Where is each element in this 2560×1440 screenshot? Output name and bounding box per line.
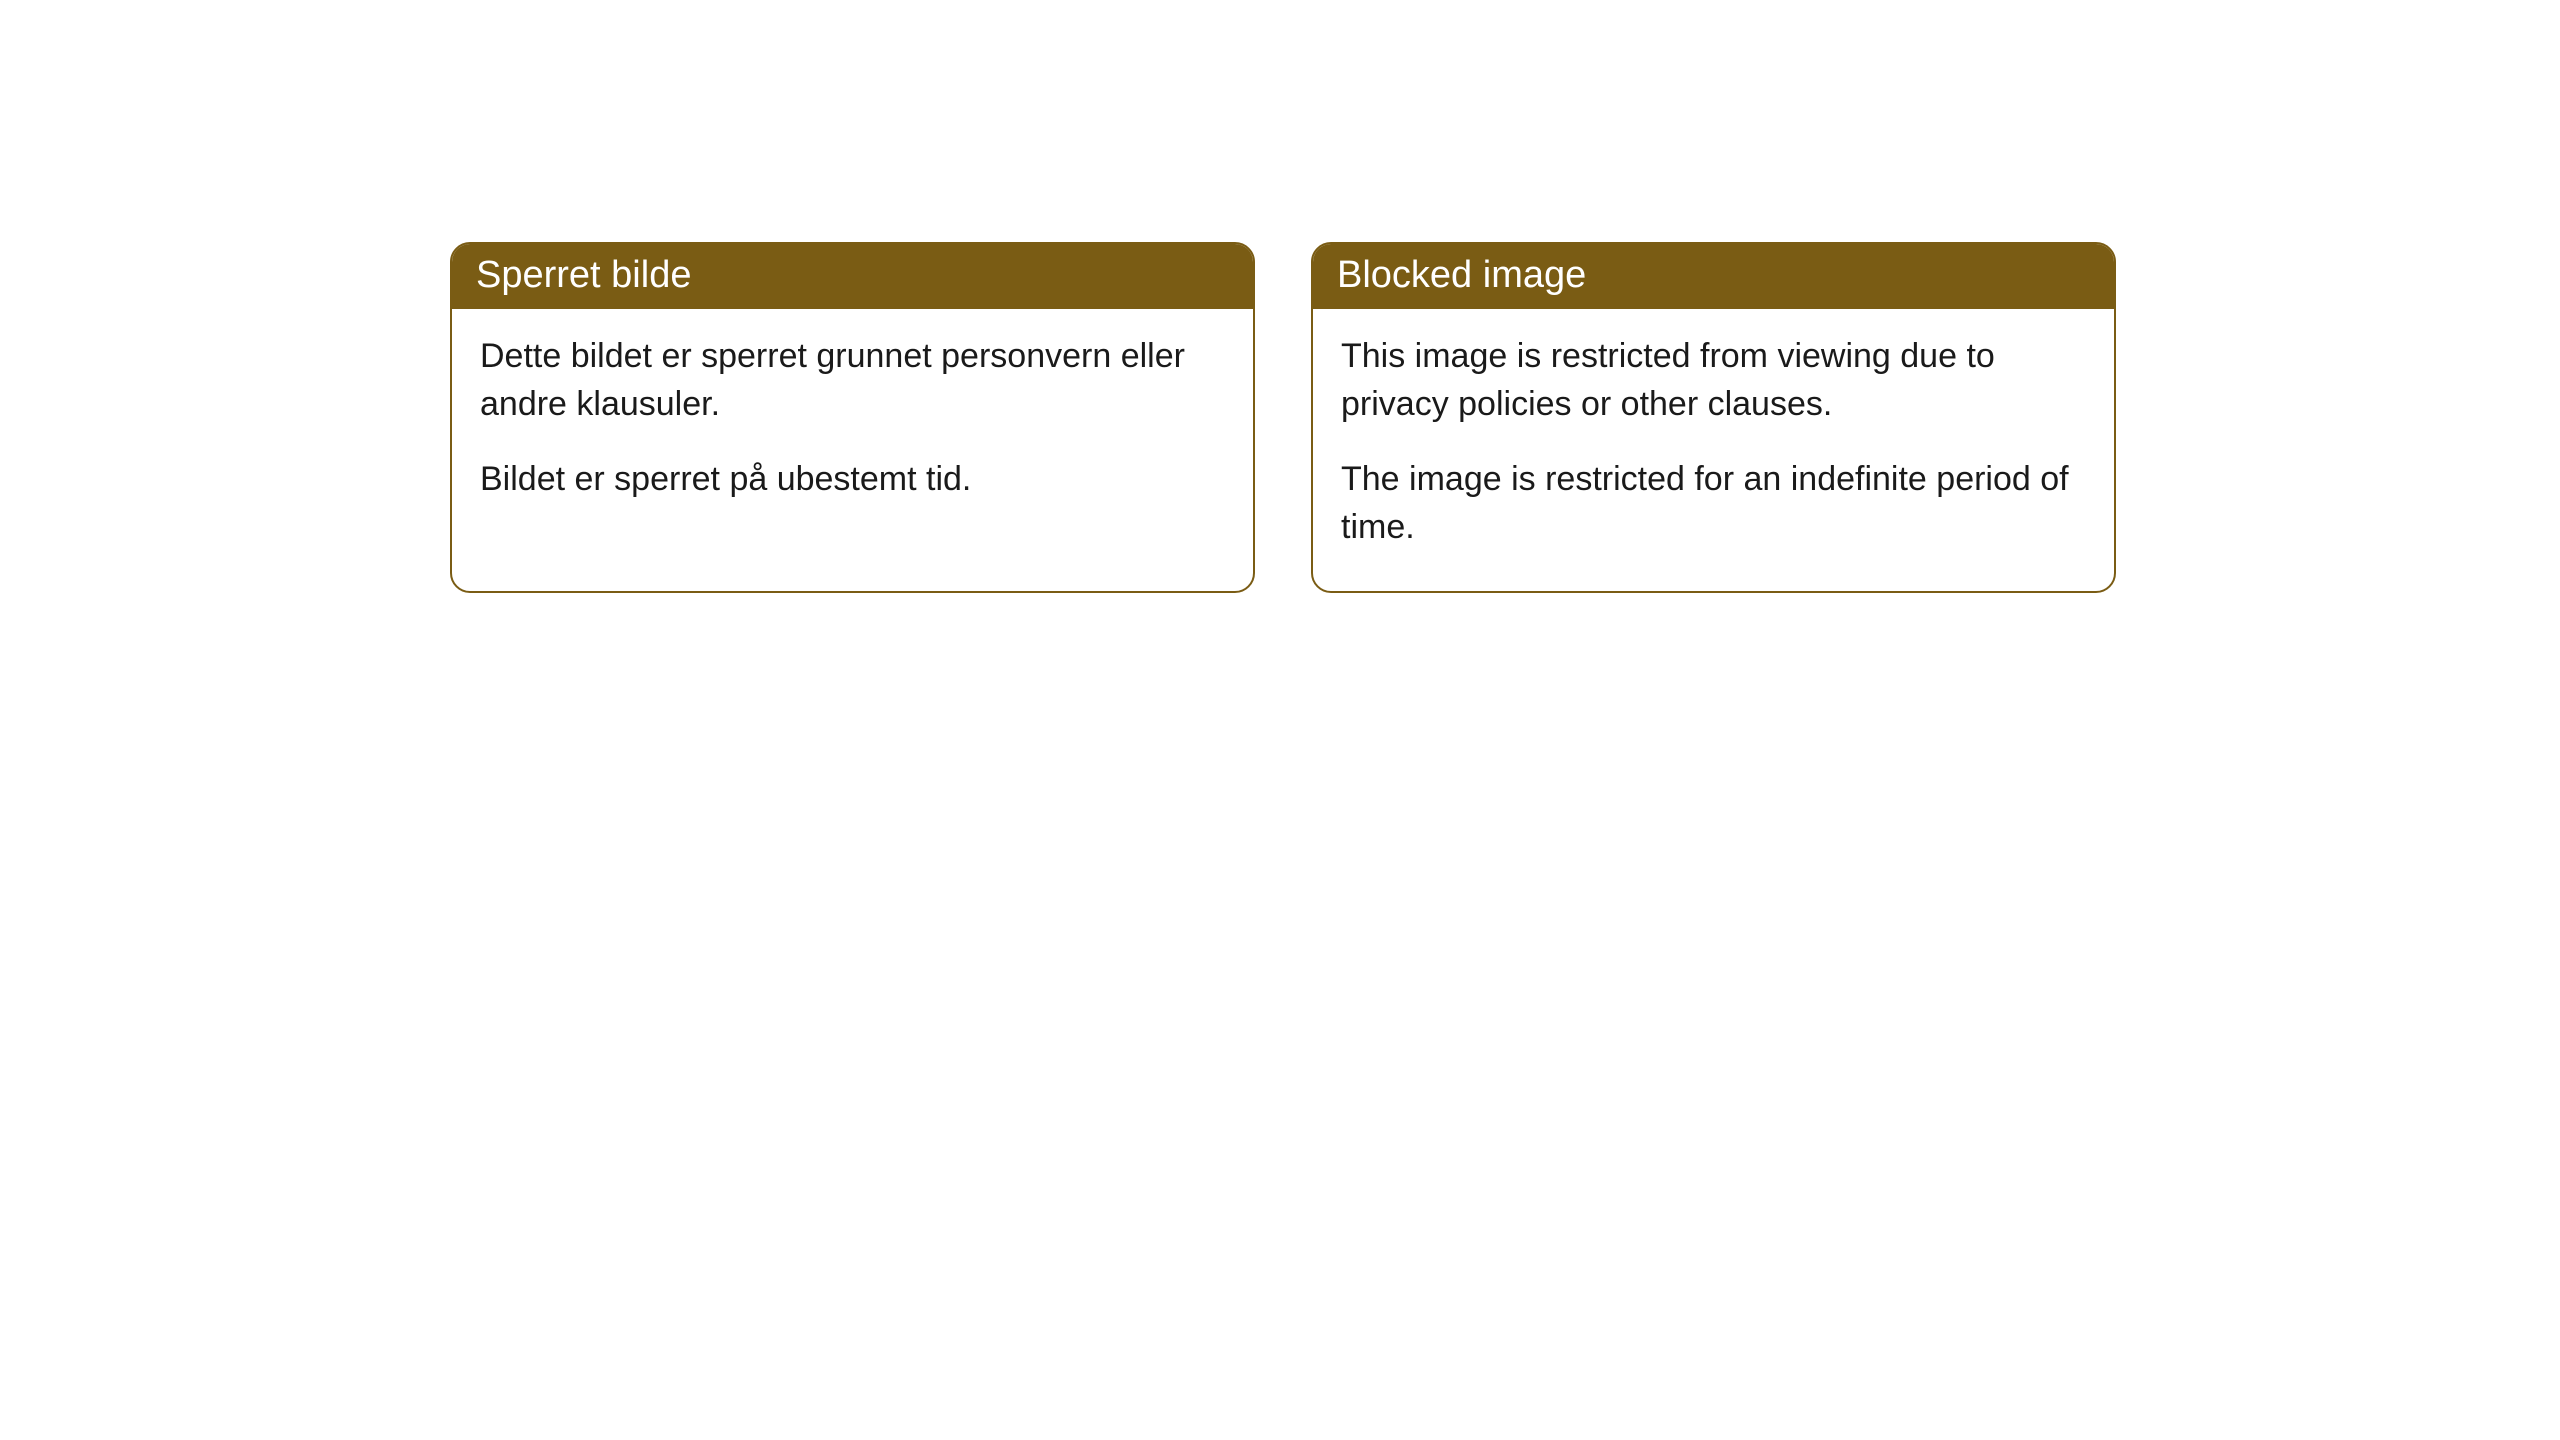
card-body-english: This image is restricted from viewing du… [1313,309,2114,591]
card-header-norwegian: Sperret bilde [452,244,1253,309]
card-paragraph-2-english: The image is restricted for an indefinit… [1341,456,2086,551]
card-norwegian: Sperret bilde Dette bildet er sperret gr… [450,242,1255,593]
card-body-norwegian: Dette bildet er sperret grunnet personve… [452,309,1253,544]
card-header-english: Blocked image [1313,244,2114,309]
card-english: Blocked image This image is restricted f… [1311,242,2116,593]
card-paragraph-1-english: This image is restricted from viewing du… [1341,333,2086,428]
card-paragraph-2-norwegian: Bildet er sperret på ubestemt tid. [480,456,1225,504]
card-paragraph-1-norwegian: Dette bildet er sperret grunnet personve… [480,333,1225,428]
cards-container: Sperret bilde Dette bildet er sperret gr… [450,242,2116,593]
